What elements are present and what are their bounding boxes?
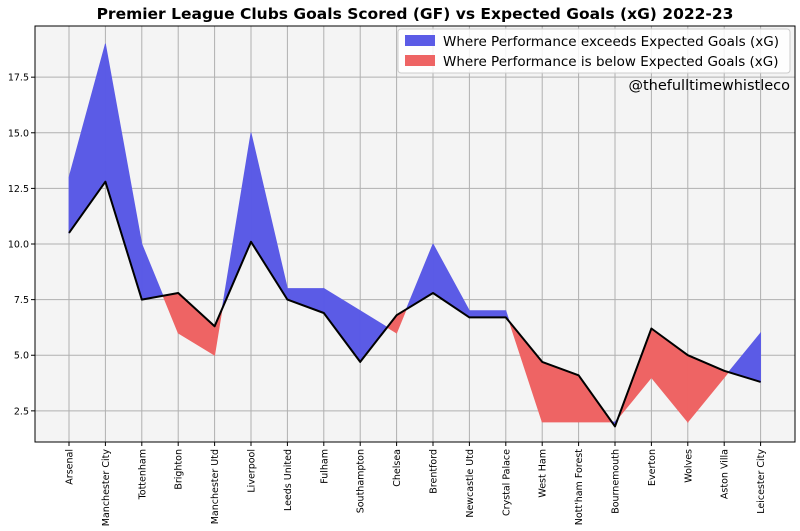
x-tick-label: West Ham [538, 449, 549, 498]
y-tick-label: 15.0 [8, 128, 29, 139]
x-axis-ticks: Arsenal Manchester City Tottenham Brighton M… [65, 442, 767, 527]
y-tick-label: 7.5 [14, 295, 29, 306]
y-tick-label: 10.0 [8, 240, 29, 251]
x-tick-label: Everton [647, 449, 658, 486]
legend-box [397, 28, 791, 74]
x-tick-label: Chelsea [392, 449, 403, 487]
plot-frame [34, 25, 796, 443]
area-above [468, 310, 507, 318]
x-tick-label: Brighton [174, 449, 185, 490]
x-tick-label: Brentford [429, 449, 440, 494]
y-tick-label: 12.5 [8, 184, 29, 195]
x-tick-label: Leicester City [756, 449, 767, 514]
x-tick-label: Arsenal [65, 449, 76, 485]
y-tick-label: 17.5 [8, 73, 29, 84]
y-axis-ticks: 2.5 5.0 7.5 10.0 12.5 15.0 17.5 [8, 73, 35, 417]
x-tick-label: Aston Villa [720, 449, 731, 499]
x-tick-label: Wolves [683, 449, 694, 483]
legend-label-above: Where Performance exceeds Expected Goals… [443, 34, 779, 50]
x-tick-label: Tottenham [137, 449, 148, 500]
x-tick-label: Newcastle Utd [465, 449, 476, 518]
x-tick-label: Bournemouth [611, 449, 622, 514]
x-tick-label: Fulham [319, 449, 330, 484]
chart-title: Premier League Clubs Goals Scored (GF) v… [97, 5, 734, 23]
legend-label-below: Where Performance is below Expected Goal… [443, 54, 779, 70]
legend-swatch-above [405, 35, 435, 46]
x-tick-label: Leeds United [283, 449, 294, 511]
x-tick-label: Southampton [356, 449, 367, 513]
y-tick-label: 2.5 [14, 406, 29, 417]
y-tick-label: 5.0 [14, 351, 29, 362]
xg-line [68, 180, 761, 428]
legend: Where Performance exceeds Expected Goals… [397, 28, 791, 74]
watermark-handle: @thefulltimewhistleco [628, 78, 790, 94]
xg-line-path [68, 180, 761, 428]
x-tick-label: Crystal Palace [501, 449, 512, 516]
x-tick-label: Manchester Utd [210, 449, 221, 524]
x-tick-label: Nott'ham Forest [574, 449, 585, 526]
legend-swatch-below [405, 55, 435, 66]
x-tick-label: Liverpool [247, 449, 258, 493]
x-tick-label: Manchester City [101, 449, 112, 527]
